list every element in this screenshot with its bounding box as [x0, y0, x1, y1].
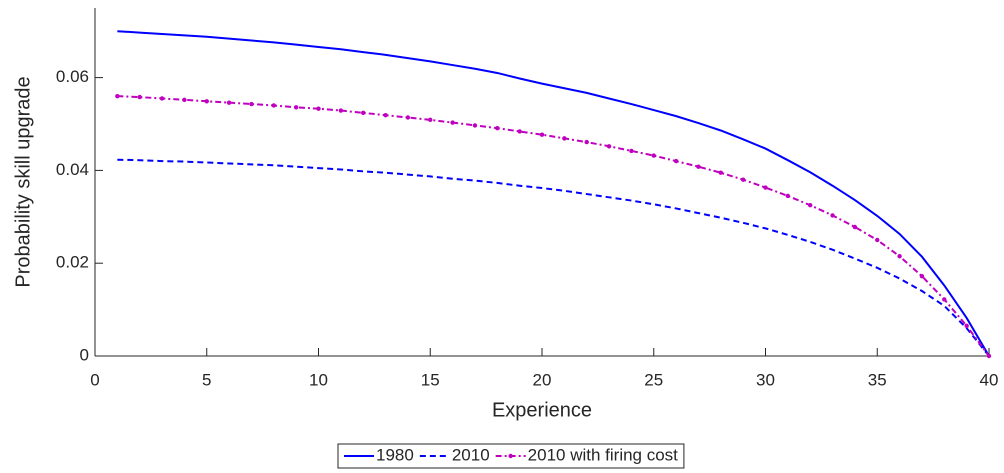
series-marker	[673, 158, 679, 164]
series-marker	[539, 132, 545, 137]
legend-marker	[508, 453, 513, 459]
series-marker	[338, 108, 344, 113]
series-marker	[897, 254, 902, 259]
legend-label: 2010 with firing cost	[528, 445, 679, 464]
series-marker	[159, 96, 165, 101]
series-marker	[942, 297, 947, 302]
series-marker	[696, 164, 701, 169]
series-marker	[495, 125, 500, 131]
series-line	[117, 30, 990, 357]
series-marker	[428, 117, 433, 123]
series-marker	[629, 148, 634, 154]
series-line	[117, 95, 990, 357]
x-tick-label: 30	[756, 370, 775, 389]
series-marker	[740, 177, 746, 182]
y-tick-label: 0	[80, 345, 89, 364]
series-marker	[293, 105, 299, 110]
x-tick-label: 5	[202, 370, 211, 389]
x-tick-label: 0	[90, 370, 99, 389]
series-marker	[361, 110, 366, 116]
series-marker	[986, 353, 992, 359]
series-marker	[249, 101, 254, 107]
series-marker	[919, 273, 925, 279]
series-marker	[450, 120, 455, 125]
y-axis-label: Probability skill upgrade	[12, 76, 34, 287]
series-marker	[472, 123, 478, 128]
series-marker	[271, 103, 276, 108]
x-axis-label: Experience	[492, 399, 592, 421]
series-marker	[852, 224, 858, 230]
legend-label: 1980	[376, 445, 414, 464]
series-marker	[517, 129, 522, 134]
x-tick-label: 40	[980, 370, 999, 389]
series-line	[117, 158, 990, 357]
series-marker	[137, 94, 142, 100]
series-marker	[182, 97, 187, 103]
series-marker	[808, 203, 813, 208]
series-marker	[964, 323, 969, 329]
y-tick-label: 0.04	[56, 160, 89, 179]
series-marker	[226, 100, 232, 105]
x-tick-label: 20	[533, 370, 552, 389]
series-marker	[383, 112, 388, 118]
series-marker	[875, 237, 880, 243]
series-marker	[316, 106, 321, 111]
series-marker	[204, 99, 209, 104]
x-tick-label: 35	[868, 370, 887, 389]
series-marker	[584, 139, 589, 145]
series-marker	[763, 185, 768, 190]
series-marker	[651, 153, 656, 158]
series-marker	[785, 193, 791, 199]
series-marker	[830, 213, 835, 218]
series-marker	[562, 136, 567, 141]
x-tick-label: 10	[309, 370, 328, 389]
legend-label: 2010	[452, 445, 490, 464]
series-marker	[718, 170, 723, 175]
legend: 1980 2010 2010 with firing cost	[337, 443, 685, 469]
series-marker	[405, 115, 411, 120]
y-tick-label: 0.02	[56, 253, 89, 272]
series-marker	[115, 93, 120, 99]
x-tick-label: 25	[644, 370, 663, 389]
x-tick-label: 15	[421, 370, 440, 389]
y-tick-label: 0.06	[56, 67, 89, 86]
series-marker	[606, 144, 612, 149]
